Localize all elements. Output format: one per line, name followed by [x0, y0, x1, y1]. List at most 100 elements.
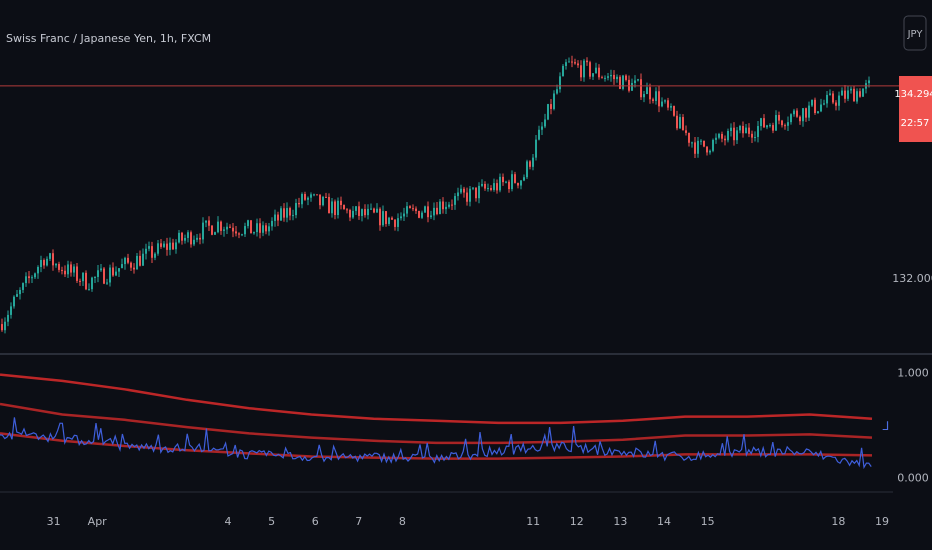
candle — [535, 135, 537, 161]
candle — [784, 123, 786, 130]
candle — [52, 249, 54, 271]
candle — [226, 222, 228, 234]
candle — [493, 178, 495, 192]
candle — [439, 198, 441, 215]
price-pane[interactable] — [0, 55, 899, 334]
candle — [841, 87, 843, 96]
candle — [97, 265, 99, 283]
candle — [661, 97, 663, 108]
candle — [796, 108, 798, 118]
candle — [445, 201, 447, 214]
candle — [76, 263, 78, 283]
candle — [820, 98, 822, 113]
candle — [394, 219, 396, 231]
candle — [7, 310, 9, 327]
candle — [352, 206, 354, 219]
candle — [250, 220, 252, 234]
candle — [712, 138, 714, 153]
candle — [307, 196, 309, 206]
candle — [856, 88, 858, 104]
candle — [703, 140, 705, 148]
candle — [787, 116, 789, 131]
candle — [589, 60, 591, 80]
candle — [676, 110, 678, 131]
oscillator-pane[interactable] — [0, 373, 873, 470]
candle — [73, 264, 75, 277]
candle — [310, 192, 312, 202]
candle — [169, 237, 171, 256]
candle — [718, 132, 720, 140]
time-tick-label: 4 — [225, 515, 232, 528]
candle — [67, 260, 69, 279]
candle — [22, 282, 24, 293]
candle — [217, 216, 219, 234]
candle — [34, 272, 36, 279]
candle — [451, 199, 453, 210]
candle — [16, 290, 18, 298]
candle — [679, 113, 681, 130]
price-axis[interactable]: 132.000 1.000 0.000 — [892, 272, 932, 485]
candle — [10, 302, 12, 319]
candle — [859, 88, 861, 98]
candle — [835, 100, 837, 111]
candle — [157, 240, 159, 256]
candle — [475, 187, 477, 202]
indicator-marker[interactable]: ⅃ — [882, 419, 890, 433]
time-tick-label: Apr — [88, 515, 108, 528]
candle — [481, 179, 483, 188]
candle — [826, 90, 828, 108]
time-tick-label: 7 — [355, 515, 362, 528]
candle — [766, 124, 768, 130]
candle — [580, 60, 582, 82]
candle — [142, 248, 144, 266]
candle — [538, 125, 540, 141]
currency-button[interactable]: JPY — [903, 15, 927, 51]
candle — [613, 70, 615, 85]
candle — [724, 135, 726, 146]
candle — [1, 318, 3, 332]
candle — [178, 230, 180, 244]
candle — [127, 253, 129, 265]
candle — [400, 212, 402, 221]
candle — [487, 183, 489, 192]
time-tick-label: 15 — [701, 515, 715, 528]
time-axis[interactable]: 31 Apr 4 5 6 7 8 11 12 13 14 15 18 19 — [47, 515, 889, 528]
chart-title: Swiss Franc / Japanese Yen, 1h, FXCM — [6, 32, 211, 45]
candle — [619, 75, 621, 90]
price-tag-countdown: 22:57 — [901, 118, 930, 129]
candle — [247, 219, 249, 229]
candle — [577, 60, 579, 68]
candle — [700, 139, 702, 145]
candle — [514, 171, 516, 184]
candle — [427, 201, 429, 223]
candle — [367, 204, 369, 220]
candle — [502, 173, 504, 186]
candle — [802, 108, 804, 127]
candle — [571, 55, 573, 68]
candle — [817, 111, 819, 114]
candle — [838, 91, 840, 111]
candle — [472, 187, 474, 191]
candle — [145, 243, 147, 260]
candle — [283, 203, 285, 222]
candle — [649, 83, 651, 104]
candle — [541, 122, 543, 135]
time-tick-label: 11 — [526, 515, 540, 528]
candle — [751, 130, 753, 144]
candle — [13, 295, 15, 309]
candle — [583, 58, 585, 82]
candle — [778, 111, 780, 125]
candle — [757, 120, 759, 143]
price-tag-value: 134.294 — [894, 89, 932, 100]
candle — [160, 239, 162, 249]
candle — [715, 133, 717, 144]
candle — [529, 160, 531, 170]
candle — [547, 103, 549, 121]
candle — [292, 209, 294, 221]
candle — [295, 198, 297, 219]
candle — [748, 123, 750, 138]
candle — [790, 113, 792, 125]
candle — [760, 117, 762, 131]
candle — [115, 266, 117, 277]
